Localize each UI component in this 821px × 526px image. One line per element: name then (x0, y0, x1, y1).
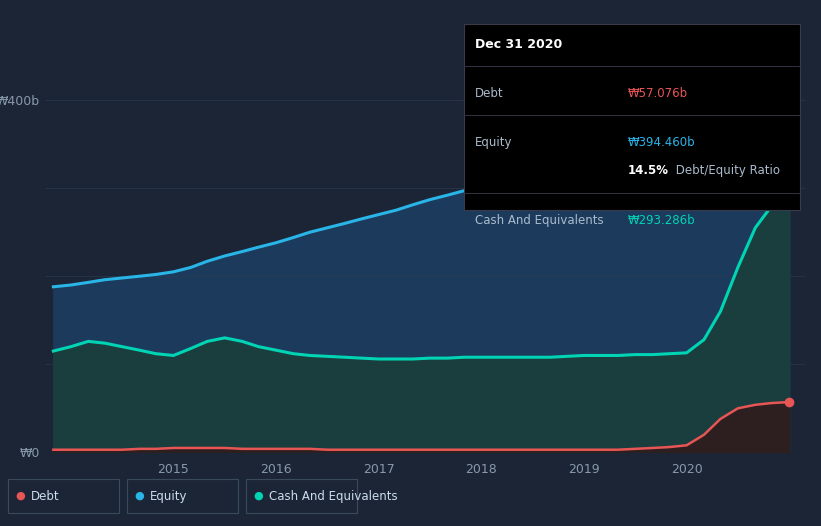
Text: Dec 31 2020: Dec 31 2020 (475, 38, 562, 52)
Text: Equity: Equity (150, 490, 188, 502)
Text: Equity: Equity (475, 136, 512, 149)
Text: Debt: Debt (31, 490, 60, 502)
Text: 14.5%: 14.5% (628, 164, 669, 177)
Text: ●: ● (135, 491, 144, 501)
Text: Cash And Equivalents: Cash And Equivalents (475, 214, 603, 227)
Text: ●: ● (16, 491, 25, 501)
Text: ₩394.460b: ₩394.460b (628, 136, 695, 149)
Text: Debt: Debt (475, 87, 503, 100)
Text: Debt/Equity Ratio: Debt/Equity Ratio (672, 164, 781, 177)
Text: Cash And Equivalents: Cash And Equivalents (269, 490, 398, 502)
Text: ●: ● (254, 491, 264, 501)
Text: ₩293.286b: ₩293.286b (628, 214, 695, 227)
Text: ₩57.076b: ₩57.076b (628, 87, 688, 100)
